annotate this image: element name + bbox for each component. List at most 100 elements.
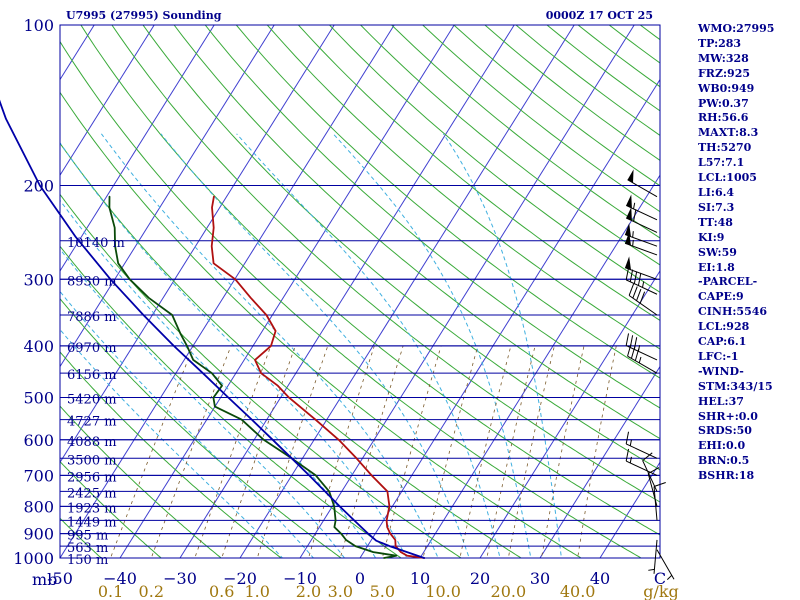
wind-barb-flag — [639, 291, 646, 304]
index-ki: KI:9 — [698, 230, 725, 244]
wind-barb — [648, 539, 658, 574]
wind-barb-staff — [625, 279, 658, 295]
height-level-label: 1449 m — [67, 515, 117, 530]
wind-barb-staff — [642, 460, 658, 492]
index-tt: TT:48 — [698, 215, 733, 229]
temperature-tick-label: 20 — [470, 569, 490, 588]
height-level-label: 2425 m — [67, 486, 117, 501]
pressure-tick-label: 700 — [23, 466, 54, 485]
height-level-label: 995 m — [67, 529, 108, 544]
wind-barb — [625, 333, 658, 361]
wind-barb-half-flag — [632, 239, 634, 247]
index-mw: MW:328 — [698, 51, 749, 65]
height-level-label: 2956 m — [67, 470, 117, 485]
isotherm-line — [60, 25, 215, 272]
isotherm-line — [539, 365, 660, 558]
isotherm-line — [60, 25, 335, 464]
index-li: LI:6.4 — [698, 185, 735, 199]
temperature-tick-label: −10 — [283, 569, 317, 588]
wind-barb — [625, 431, 658, 459]
dry-adiabat-line — [60, 351, 282, 558]
mixing-ratio-label: 1.0 — [244, 582, 269, 600]
height-level-label: 4727 m — [67, 415, 117, 430]
section-wind-heading: -WIND- — [698, 364, 744, 378]
index-brn: BRN:0.5 — [698, 454, 750, 468]
pressure-tick-label: 300 — [23, 270, 54, 289]
wind-barb-flag — [625, 267, 630, 280]
moist-adiabat-line — [60, 141, 408, 558]
wind-barb-staff — [624, 267, 658, 280]
wind-barb — [625, 194, 658, 221]
wind-barb-pennant — [625, 256, 631, 270]
wind-barb-pennant — [626, 194, 632, 209]
temperature-tick-label: C — [654, 569, 666, 588]
wind-barb-staff — [628, 295, 658, 316]
wind-barb-staff — [653, 539, 658, 574]
wind-barb-flag — [625, 448, 630, 462]
wind-barb-pennant — [625, 223, 631, 237]
wind-barb — [625, 267, 658, 295]
wind-barb — [624, 223, 658, 247]
index-frz: FRZ:925 — [698, 66, 751, 80]
index-cinh: CINH:5546 — [698, 305, 768, 319]
mixing-ratio-label: 0.2 — [139, 582, 164, 600]
chart-title: U7995 (27995) Sounding — [66, 9, 222, 22]
pressure-tick-label: 1000 — [13, 549, 54, 568]
index-stm: STM:343/15 — [698, 379, 773, 393]
wind-barb — [653, 482, 666, 521]
plot-frame — [59, 24, 661, 559]
index-cape: CAPE:9 — [698, 290, 744, 304]
wind-barb-half-flag — [632, 231, 634, 238]
mixing-ratio-label: 2.0 — [296, 582, 321, 600]
mixing-ratio-label: 40.0 — [560, 582, 596, 600]
index-parcel-lcl: LCL:928 — [698, 320, 750, 334]
height-level-label: 6156 m — [67, 368, 117, 383]
isotherm-line — [119, 25, 455, 558]
index-ei: EI:1.8 — [698, 260, 735, 274]
wind-barb-flag — [633, 271, 638, 284]
wind-barb — [625, 207, 658, 233]
wind-barb-flag — [628, 283, 635, 296]
wind-barb — [624, 256, 658, 280]
mixing-ratio-line — [256, 345, 329, 558]
mixing-ratio-label: 0.6 — [209, 582, 234, 600]
wind-barb-staff — [653, 486, 658, 521]
wind-barb-flag — [653, 482, 666, 487]
wind-barb-staff — [647, 473, 658, 507]
temperature-tick-label: 0 — [355, 569, 365, 588]
wind-barb-half-flag — [633, 202, 636, 209]
moist-adiabat-line — [60, 290, 315, 558]
height-level-label: 150 m — [67, 553, 108, 568]
wind-barb-half-flag — [629, 439, 632, 446]
height-level-label: 6970 m — [67, 341, 117, 356]
temperature-tick-label: 10 — [410, 569, 430, 588]
height-level-label: 5420 m — [67, 393, 117, 408]
wind-barb-half-flag — [666, 574, 673, 580]
wind-barb-half-flag — [648, 568, 655, 571]
index-pw: PW:0.37 — [698, 96, 749, 110]
index-l57: L57:7.1 — [698, 156, 745, 170]
height-level-label: 4088 m — [67, 435, 117, 450]
pressure-tick-label: 500 — [23, 389, 54, 408]
section-parcel-heading: -PARCEL- — [698, 275, 758, 289]
mixing-ratio-line — [541, 345, 585, 558]
pressure-unit-label: mb — [32, 570, 57, 589]
isotherm-line — [419, 174, 660, 558]
dry-adiabat-line — [60, 460, 162, 558]
wind-barb-flag — [642, 452, 653, 461]
wind-barb-half-flag — [642, 281, 645, 288]
chart-time: 0000Z 17 OCT 25 — [546, 9, 653, 22]
moist-adiabat-line — [332, 133, 532, 558]
wind-barb — [628, 283, 658, 316]
mixing-ratio-unit: g/kg — [643, 582, 679, 600]
height-level-label: 8930 m — [67, 274, 117, 289]
isotherm-line — [479, 269, 660, 558]
mixing-ratio-label: 20.0 — [491, 582, 527, 600]
wind-barb — [642, 452, 658, 492]
isotherm-line — [179, 25, 515, 558]
dry-adiabat-line — [60, 40, 643, 558]
wind-barb-staff — [627, 179, 658, 198]
wind-barb-staff — [625, 345, 658, 361]
mixing-ratio-line — [577, 345, 617, 558]
wind-barb-staff — [624, 242, 658, 256]
